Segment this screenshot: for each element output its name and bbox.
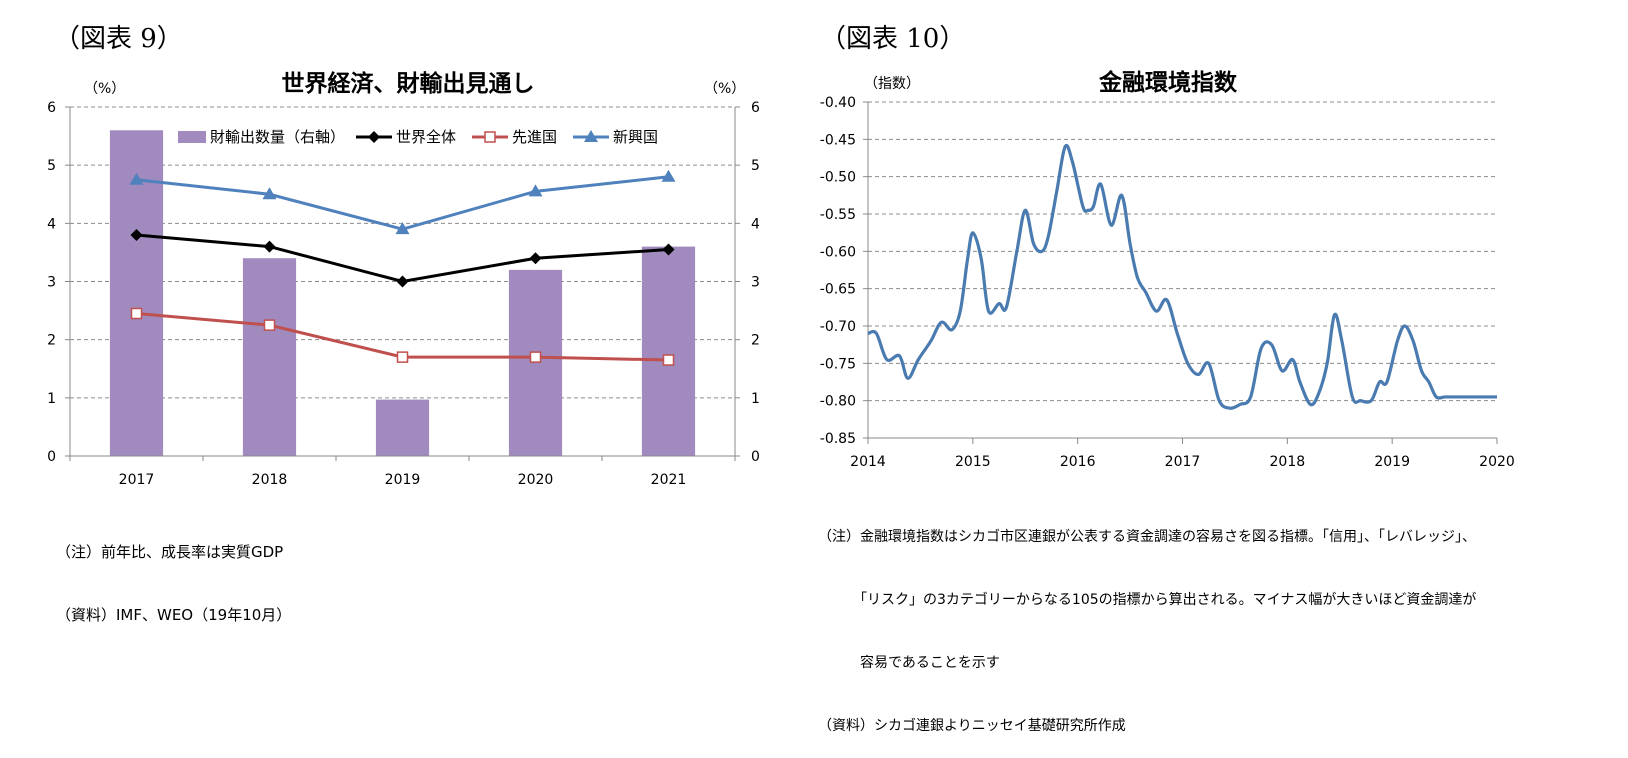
right-y-tick-label: 6 [751,100,760,116]
left-y-tick-label: 5 [47,158,56,174]
right-notes: （注）金融環境指数はシカゴ市区連銀が公表する資金調達の容易さを図る指標。「信用」… [818,485,1476,758]
right-note-line: 「リスク」の3カテゴリーからなる105の指標から算出される。マイナス幅が大きいほ… [818,592,1477,608]
right-note-line: 容易であることを示す [818,655,1000,671]
chart-title: 世界経済、財輸出見通し [282,70,535,97]
legend-marker [368,131,380,143]
right-y-tick-label: 5 [751,158,760,174]
x-tick-label: 2019 [385,472,421,488]
data-point [396,351,409,363]
data-point [528,184,543,197]
chart-title: 金融環境指数 [1098,69,1238,96]
legend-label: 世界全体 [396,128,456,146]
data-point [662,243,675,256]
left-y-tick-label: 6 [47,100,56,116]
x-tick-label: 2021 [651,472,687,488]
legend-marker [484,131,496,143]
right-y-tick-label: 0 [751,449,760,465]
right-note-line: （注）金融環境指数はシカゴ市区連銀が公表する資金調達の容易さを図る指標。「信用」… [818,529,1476,545]
data-point [262,187,277,200]
left-note-line: （注）前年比、成長率は実質GDP [56,543,284,561]
right-y-tick-label: 4 [751,216,760,232]
y-tick-label: -0.65 [820,282,856,298]
data-point [529,351,542,363]
x-tick-label: 2014 [850,454,886,470]
data-point [662,354,675,366]
left-y-tick-label: 1 [47,391,56,407]
data-point [529,252,542,265]
bar [242,258,297,456]
data-point [395,222,410,235]
legend-swatch [178,131,206,143]
y-tick-label: -0.40 [820,95,856,111]
left-y-tick-label: 0 [47,449,56,465]
figure-10-label: （図表 10） [820,24,966,54]
y-tick-label: -0.75 [820,356,856,372]
world-economy-chart: 0 1 2 3 4 5 6 0 1 2 3 4 5 6 2017 2018 2019 2020 2021 世界経済、財… [47,70,760,488]
legend-marker [584,130,598,142]
data-point [129,172,144,185]
x-tick-label: 2019 [1374,454,1410,470]
legend-label: 新興国 [613,128,658,146]
y-tick-label: -0.50 [820,170,856,186]
data-point [396,275,409,288]
left-y-tick-label: 3 [47,275,56,291]
x-tick-label: 2017 [119,472,155,488]
y-tick-label: -0.45 [820,132,856,148]
y-tick-label: -0.85 [820,431,856,447]
financial-conditions-chart: -0.40 -0.45 -0.50 -0.55 -0.60 -0.65 -0.70 -0.75… [820,69,1515,470]
x-tick-label: 2018 [252,472,288,488]
x-tick-label: 2016 [1060,454,1096,470]
y-tick-label: -0.80 [820,394,856,410]
bar [375,399,430,456]
y-tick-label: -0.70 [820,319,856,335]
data-point [130,307,143,320]
right-y-tick-label: 3 [751,275,760,291]
x-tick-label: 2018 [1270,454,1306,470]
data-point [130,228,143,241]
y-tick-label: -0.60 [820,244,856,260]
bar [508,269,563,456]
left-note-line: （資料）IMF、WEO（19年10月） [56,606,292,624]
y-tick-label: -0.55 [820,207,856,223]
data-point [263,319,276,331]
data-point [263,240,276,253]
left-notes: （注）前年比、成長率は実質GDP （資料）IMF、WEO（19年10月） [56,500,291,647]
x-tick-label: 2015 [955,454,991,470]
left-y-tick-label: 2 [47,333,56,349]
right-note-line: （資料）シカゴ連銀よりニッセイ基礎研究所作成 [818,718,1126,734]
legend-label: 先進国 [512,128,557,146]
x-tick-label: 2020 [1479,454,1515,470]
right-y-tick-label: 1 [751,391,760,407]
left-axis-unit: （%） [84,81,125,97]
right-y-tick-label: 2 [751,333,760,349]
left-y-tick-label: 4 [47,216,56,232]
y-axis-unit: （指数） [864,76,920,92]
x-tick-label: 2017 [1165,454,1201,470]
right-axis-unit: （%） [704,81,745,97]
x-tick-label: 2020 [518,472,554,488]
index-line [867,144,1497,410]
data-point [661,169,676,182]
figure-9-label: （図表 9） [54,24,183,54]
bar [641,246,696,456]
legend-label: 財輸出数量（右軸） [210,128,345,146]
